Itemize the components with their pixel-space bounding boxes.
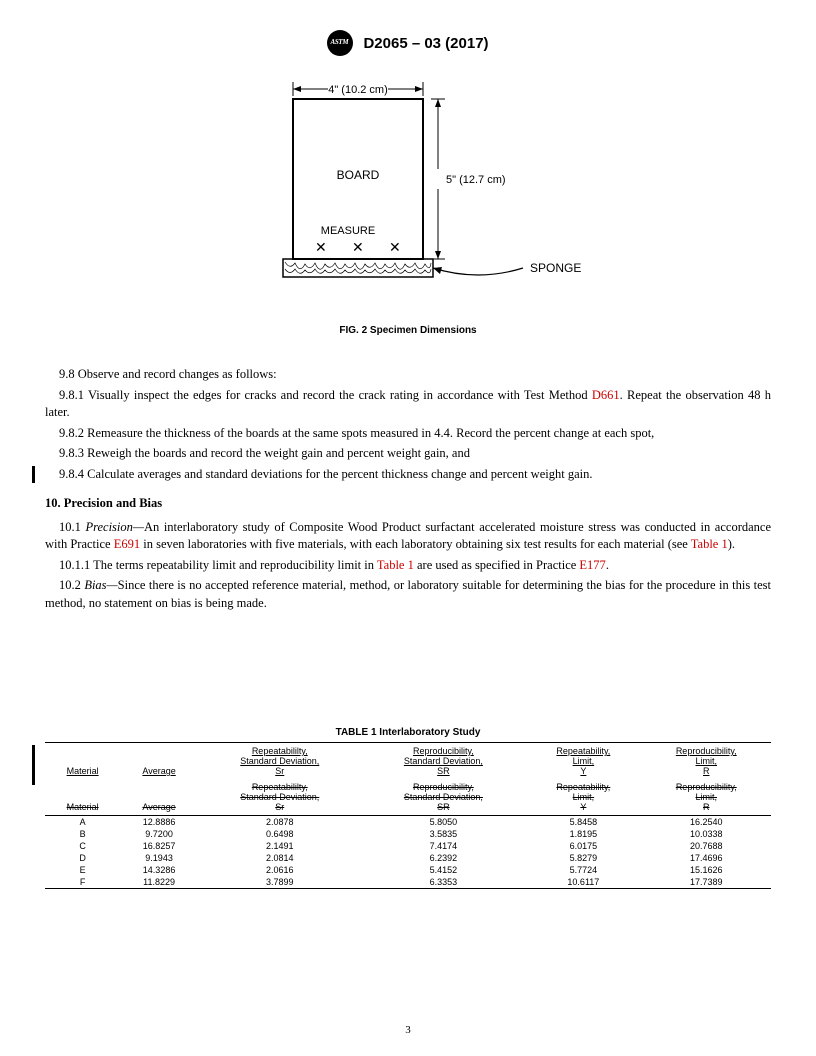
page-header: D2065 – 03 (2017) <box>45 30 771 56</box>
astm-logo <box>327 30 353 56</box>
page-number: 3 <box>0 1024 816 1036</box>
para-9-8: 9.8 Observe and record changes as follow… <box>45 366 771 384</box>
interlab-table: Material Average Repeatabililty,Standard… <box>45 742 771 889</box>
table-row: C16.82572.14917.41746.017520.7688 <box>45 840 771 852</box>
sponge-label: SPONGE <box>530 261 581 275</box>
table-row: F11.82293.78996.335310.611717.7389 <box>45 876 771 889</box>
para-9-8-3: 9.8.3 Reweigh the boards and record the … <box>45 445 771 463</box>
svg-text:✕: ✕ <box>315 239 327 255</box>
para-9-8-2: 9.8.2 Remeasure the thickness of the boa… <box>45 425 771 443</box>
table-header-row-struck: Material Average Repeatabililty,Standard… <box>45 779 771 816</box>
body-text: 9.8 Observe and record changes as follow… <box>45 366 771 612</box>
change-bar <box>32 745 35 785</box>
table-row: E14.32862.06165.41525.772415.1626 <box>45 864 771 876</box>
width-dim: 4" (10.2 cm) <box>328 84 388 96</box>
section-10-title: 10. Precision and Bias <box>45 495 771 513</box>
figure-caption: FIG. 2 Specimen Dimensions <box>45 325 771 336</box>
table-row: A12.88862.08785.80505.845816.2540 <box>45 816 771 829</box>
doc-id: D2065 – 03 (2017) <box>363 35 488 52</box>
height-dim: 5" (12.7 cm) <box>446 174 506 186</box>
para-9-8-1: 9.8.1 Visually inspect the edges for cra… <box>45 387 771 422</box>
table-body: A12.88862.08785.80505.845816.2540B9.7200… <box>45 816 771 889</box>
col-sr: Repeatabililty,Standard Deviation,Sr <box>198 743 362 780</box>
specimen-diagram: 4" (10.2 cm) BOARD MEASURE ✕ ✕ ✕ 5" (12.… <box>208 64 608 314</box>
para-10-2: 10.2 Bias—Since there is no accepted ref… <box>45 577 771 612</box>
para-10-1: 10.1 Precision—An interlaboratory study … <box>45 519 771 554</box>
link-table1-a[interactable]: Table 1 <box>691 537 728 551</box>
table-row: D9.19432.08146.23925.827917.4696 <box>45 852 771 864</box>
col-average: Average <box>120 743 198 780</box>
table-1: TABLE 1 Interlaboratory Study Material A… <box>45 727 771 889</box>
col-material: Material <box>45 743 120 780</box>
link-d661[interactable]: D661 <box>592 388 620 402</box>
link-e691[interactable]: E691 <box>114 537 140 551</box>
table-title: TABLE 1 Interlaboratory Study <box>45 727 771 738</box>
figure-2: 4" (10.2 cm) BOARD MEASURE ✕ ✕ ✕ 5" (12.… <box>45 64 771 336</box>
table-row: B9.72000.64983.58351.819510.0338 <box>45 828 771 840</box>
svg-text:✕: ✕ <box>389 239 401 255</box>
para-10-1-1: 10.1.1 The terms repeatability limit and… <box>45 557 771 575</box>
svg-text:✕: ✕ <box>352 239 364 255</box>
change-bar <box>32 466 35 484</box>
table-header-row: Material Average Repeatabililty,Standard… <box>45 743 771 780</box>
para-9-8-4: 9.8.4 Calculate averages and standard de… <box>45 466 771 484</box>
col-limitR: Reproducibility,Limit,R <box>642 743 771 780</box>
link-e177[interactable]: E177 <box>579 558 605 572</box>
col-limitY: Repeatability,Limit,Y <box>525 743 641 780</box>
board-label: BOARD <box>337 168 380 182</box>
col-sR: Reproducibility,Standard Deviation,SR <box>362 743 526 780</box>
measure-label: MEASURE <box>321 225 375 237</box>
link-table1-b[interactable]: Table 1 <box>377 558 414 572</box>
